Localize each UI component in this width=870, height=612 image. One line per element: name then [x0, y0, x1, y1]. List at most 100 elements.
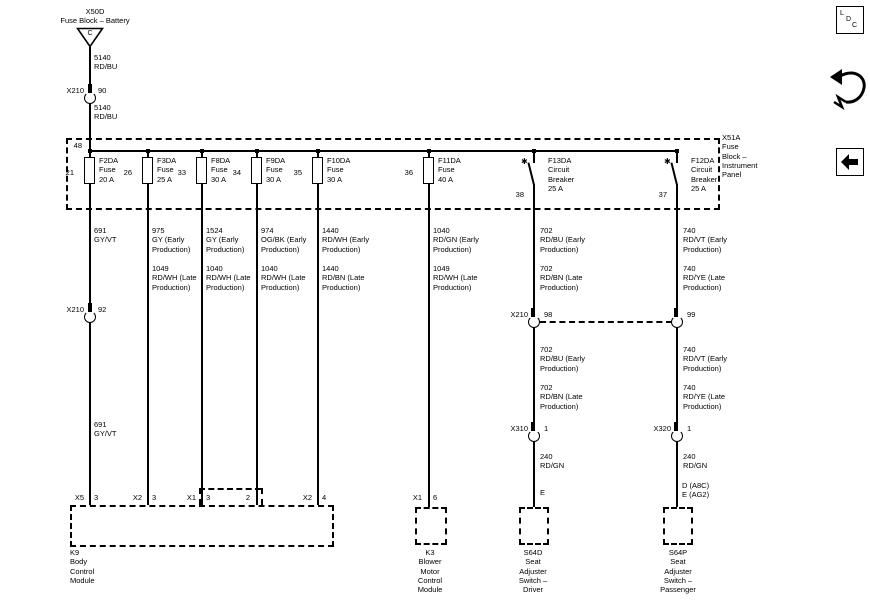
bcm-label: K9 Body Control Module: [70, 548, 95, 585]
wire-240-driver-label: 240 RD/GN: [540, 452, 565, 471]
fuse-f2da-label: F2DA Fuse 20 A: [99, 156, 119, 184]
connector-dashed-link: [540, 321, 672, 323]
wire-segment: [89, 103, 91, 158]
blower-pin-num: 6: [433, 493, 438, 502]
breaker-contact-icon: ✱: [664, 157, 671, 166]
connector-x210-99-pin: 99: [687, 310, 696, 319]
wire-5140-lower-label: 5140 RD/BU: [94, 103, 118, 122]
fuse-f10da-icon: [312, 157, 323, 184]
wire-segment: [89, 151, 91, 306]
wire-240-passenger-label: 240 RD/GN: [683, 452, 708, 471]
wire-segment: [676, 151, 678, 163]
power-triangle-icon: [76, 27, 104, 48]
ldc-nav-button[interactable]: L D C: [836, 6, 864, 34]
bcm-pin1-num: 3: [94, 493, 99, 502]
wire-5140-upper-label: 5140 RD/BU: [94, 53, 118, 72]
inline-pin: [674, 308, 678, 317]
wire-1049-late-label: 1049 RD/WH (Late Production): [433, 264, 478, 292]
inline-pin: [674, 422, 678, 431]
wire-702-late-label: 702 RD/BN (Late Production): [540, 264, 583, 292]
bcm-pin5-conn: X2: [302, 493, 312, 502]
connector-x210-98-pin: 98: [544, 310, 553, 319]
terminal-e-driver: E: [540, 488, 546, 497]
wire-702-early-label: 702 RD/BU (Early Production): [540, 345, 586, 373]
wire-1040-rdgn-label: 1040 RD/GN (Early Production): [433, 226, 479, 254]
blower-pin-conn: X1: [412, 493, 422, 502]
wire-702-early-label: 702 RD/BU (Early Production): [540, 226, 586, 254]
bcm-pin2-conn: X2: [132, 493, 142, 502]
connector-x210-98-name: X210: [510, 310, 528, 319]
breaker-f13da-label: F13DA Circuit Breaker 25 A: [548, 156, 575, 193]
connector-x310-pin: 1: [544, 424, 549, 433]
wire-segment: [676, 441, 678, 507]
wire-740-early-label: 740 RD/VT (Early Production): [683, 226, 728, 254]
wire-740-late-label: 740 RD/YE (Late Production): [683, 264, 726, 292]
bcm-box: [70, 505, 334, 547]
connector-x210-90-name: X210: [66, 86, 84, 95]
blower-module-box: [415, 507, 447, 545]
wire-740-late-label: 740 RD/YE (Late Production): [683, 383, 726, 411]
back-arrow-button[interactable]: [836, 148, 864, 176]
alt-connector-bracket: [199, 488, 261, 490]
seat-switch-driver-label: S64D Seat Adjuster Switch – Driver: [518, 548, 548, 595]
terminals-passenger: D (A8C) E (AG2): [682, 481, 710, 500]
connector-x210-90-pin: 90: [98, 86, 107, 95]
wire-segment: [533, 327, 535, 422]
wire-1440-late-label: 1440 RD/BN (Late Production): [322, 264, 365, 292]
back-arrow-icon: [841, 154, 858, 170]
wire-1524-label: 1524 GY (Early Production): [206, 226, 245, 254]
connector-x320-name: X320: [653, 424, 671, 433]
fuse-f8da-label: F8DA Fuse 30 A: [211, 156, 231, 184]
fuse-f8da-pin: 33: [177, 168, 186, 177]
fuse-f11da-label: F11DA Fuse 40 A: [438, 156, 461, 184]
wire-segment: [89, 47, 91, 84]
breaker-f12da-pin: 37: [658, 190, 667, 199]
fuse-f9da-pin: 34: [232, 168, 241, 177]
fuse-f11da-icon: [423, 157, 434, 184]
jump-arrow-icon[interactable]: [826, 66, 870, 114]
bcm-pin3-conn: X1: [186, 493, 196, 502]
fuse-f3da-icon: [142, 157, 153, 184]
ldc-letter-d: D: [846, 16, 852, 23]
wire-691-lower-label: 691 GY/VT: [94, 420, 117, 439]
fuse-f9da-icon: [251, 157, 262, 184]
triangle-letter: C: [87, 30, 93, 37]
alt-connector-bracket: [199, 488, 201, 505]
connector-x210-92-name: X210: [66, 305, 84, 314]
bcm-pin3-num: 3: [206, 493, 211, 502]
wire-segment: [89, 322, 91, 505]
connector-x210-92-pin: 92: [98, 305, 107, 314]
inline-pin: [88, 303, 92, 312]
blower-module-label: K3 Blower Motor Control Module: [417, 548, 443, 595]
fuse-f9da-label: F9DA Fuse 30 A: [266, 156, 286, 184]
wire-segment: [533, 151, 535, 163]
wire-974-label: 974 OG/BK (Early Production): [261, 226, 307, 254]
inline-pin: [88, 84, 92, 93]
wire-702-late-label: 702 RD/BN (Late Production): [540, 383, 583, 411]
wire-segment: [533, 184, 535, 308]
breaker-f12da-label: F12DA Circuit Breaker 25 A: [691, 156, 718, 193]
bcm-pin5-num: 4: [322, 493, 327, 502]
fuse-block-entry-pin: 48: [73, 141, 82, 150]
wire-975-label: 975 GY (Early Production): [152, 226, 191, 254]
fuse-f2da-pin: 21: [65, 168, 74, 177]
seat-switch-passenger-label: S64P Seat Adjuster Switch – Passenger: [660, 548, 696, 595]
fuse-f10da-pin: 35: [293, 168, 302, 177]
wire-segment: [428, 151, 430, 507]
inline-pin: [531, 308, 535, 317]
fuse-f3da-pin: 26: [123, 168, 132, 177]
wire-1049-label: 1049 RD/WH (Late Production): [152, 264, 197, 292]
breaker-f13da-pin: 38: [515, 190, 524, 199]
wire-1040-label: 1040 RD/WH (Late Production): [261, 264, 306, 292]
battery-fuse-block-label: X50D Fuse Block – Battery: [60, 7, 130, 26]
seat-switch-passenger-box: [663, 507, 693, 545]
fuse-f2da-icon: [84, 157, 95, 184]
bcm-pin2-num: 3: [152, 493, 157, 502]
seat-switch-driver-box: [519, 507, 549, 545]
wire-segment: [147, 151, 149, 505]
connector-x320-pin: 1: [687, 424, 692, 433]
bcm-pin1-conn: X5: [74, 493, 84, 502]
wire-segment: [533, 441, 535, 507]
ip-fuse-block-box: [66, 138, 720, 210]
